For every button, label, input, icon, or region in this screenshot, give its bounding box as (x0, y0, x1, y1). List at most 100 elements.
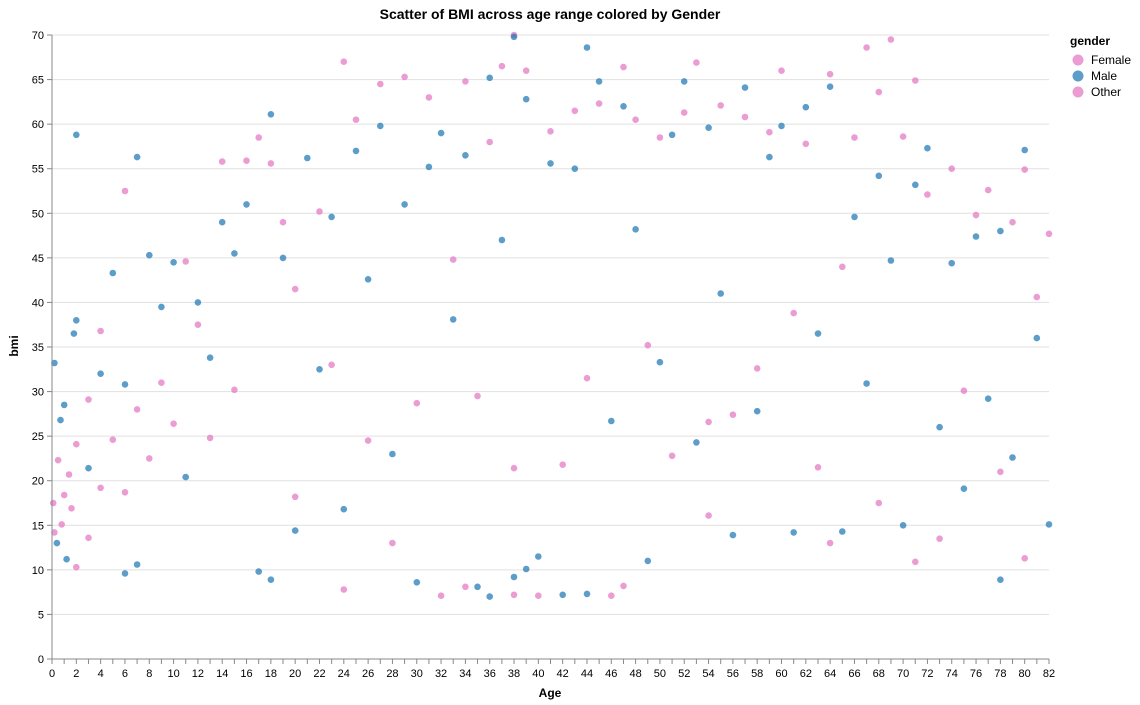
x-tick-label: 6 (122, 668, 128, 680)
scatter-point-female (60, 491, 68, 499)
scatter-point-male (729, 531, 737, 539)
chart-title: Scatter of BMI across age range colored … (380, 6, 721, 22)
scatter-point-male (231, 250, 238, 257)
scatter-point-male (741, 84, 749, 91)
scatter-point-female (680, 109, 688, 116)
x-tick-label: 70 (897, 668, 909, 680)
scatter-point-female (73, 563, 80, 571)
scatter-point-female (790, 309, 797, 317)
scatter-point-male (839, 528, 846, 535)
x-tick-label: 68 (873, 668, 885, 680)
scatter-point-male (328, 213, 335, 221)
scatter-point-male (255, 568, 262, 575)
scatter-point-male (133, 561, 141, 568)
x-tick-label: 44 (581, 668, 593, 680)
scatter-point-female (474, 392, 481, 400)
scatter-point-male (121, 570, 129, 577)
y-tick-label: 50 (32, 208, 44, 220)
scatter-point-male (73, 131, 80, 139)
scatter-point-male (206, 354, 214, 362)
x-tick-label: 54 (702, 668, 714, 680)
scatter-point-female (121, 489, 129, 496)
scatter-point-female (255, 134, 262, 141)
scatter-point-male (899, 522, 907, 529)
scatter-point-female (656, 134, 664, 141)
scatter-point-female (875, 88, 883, 96)
scatter-point-female (948, 165, 955, 172)
scatter-point-male (656, 358, 664, 366)
scatter-point-male (158, 303, 165, 311)
x-tick-label: 0 (49, 668, 55, 680)
scatter-point-female (766, 128, 773, 136)
scatter-point-male (60, 401, 68, 409)
scatter-point-male (510, 33, 518, 41)
scatter-point-male (826, 83, 834, 90)
x-tick-label: 16 (240, 668, 252, 680)
y-tick-label: 55 (32, 164, 44, 176)
x-tick-label: 26 (362, 668, 374, 680)
scatter-point-male (887, 257, 895, 264)
scatter-point-female (839, 263, 846, 271)
scatter-point-male (1009, 454, 1016, 461)
legend: gender Female Male Other (1070, 34, 1131, 99)
x-tick-label: 34 (459, 668, 471, 680)
x-tick-label: 72 (921, 668, 933, 680)
scatter-point-female (194, 321, 202, 329)
legend-symbol-female (1072, 54, 1084, 66)
x-tick-label: 14 (216, 668, 228, 680)
scatter-point-male (790, 529, 797, 536)
scatter-point-male (146, 251, 153, 259)
scatter-point-female (863, 44, 870, 51)
scatter-point-male (85, 464, 92, 472)
scatter-point-female (1045, 230, 1053, 238)
scatter-point-male (182, 473, 189, 481)
x-tick-label: 46 (605, 668, 617, 680)
scatter-point-female (58, 521, 65, 528)
scatter-point-male (437, 129, 445, 137)
scatter-point-male (1021, 146, 1028, 154)
x-tick-label: 58 (751, 668, 763, 680)
x-tick-label: 52 (678, 668, 690, 680)
scatter-point-male (498, 236, 506, 244)
scatter-point-female (912, 77, 919, 84)
scatter-point-female (97, 327, 104, 335)
scatter-point-male (340, 505, 348, 513)
scatter-point-female (218, 158, 226, 165)
x-tick-label: 24 (338, 668, 350, 680)
scatter-point-female (1009, 218, 1016, 226)
scatter-point-female (49, 499, 57, 507)
scatter-point-male (997, 227, 1004, 235)
scatter-point-male (291, 527, 299, 534)
scatter-point-female (644, 341, 652, 349)
scatter-point-male (53, 539, 61, 547)
scatter-point-male (486, 74, 494, 82)
scatter-point-male (510, 573, 518, 581)
scatter-point-male (462, 152, 469, 159)
scatter-point-male (547, 160, 554, 167)
scatter-point-female (1021, 555, 1028, 562)
x-tick-label: 18 (265, 668, 277, 680)
scatter-point-female (425, 94, 433, 101)
x-tick-label: 42 (557, 668, 569, 680)
x-tick-label: 22 (313, 668, 325, 680)
x-tick-label: 28 (386, 668, 398, 680)
x-tick-label: 38 (508, 668, 520, 680)
scatter-point-female (826, 70, 834, 78)
scatter-point-male (875, 172, 883, 180)
scatter-point-female (620, 63, 627, 71)
scatter-point-male (535, 553, 542, 560)
scatter-point-male (766, 153, 773, 161)
scatter-point-male (717, 290, 724, 297)
scatter-point-male (851, 213, 858, 221)
scatter-point-male (121, 381, 129, 388)
scatter-point-male (97, 370, 104, 378)
scatter-point-female (887, 36, 895, 43)
scatter-point-female (54, 456, 62, 464)
scatter-point-male (63, 555, 70, 563)
scatter-point-male (364, 276, 372, 283)
scatter-point-female (729, 411, 737, 419)
scatter-point-male (133, 153, 141, 161)
scatter-point-male (1033, 334, 1041, 342)
scatter-point-female (364, 437, 372, 444)
